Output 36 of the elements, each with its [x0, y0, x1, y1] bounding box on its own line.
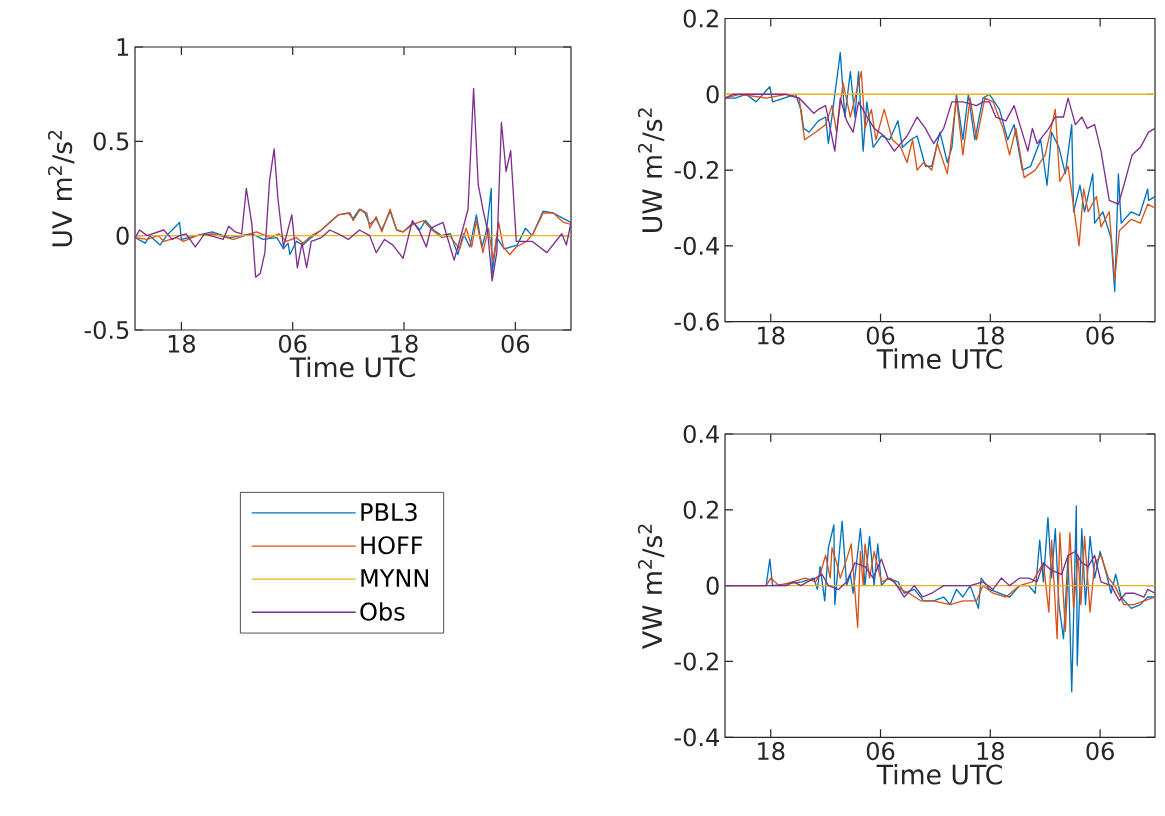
legend-label: Obs	[360, 602, 405, 621]
y-tick-label: 0.5	[93, 132, 129, 151]
x-axis-title: Time UTC	[876, 763, 1002, 785]
x-tick-label: 18	[168, 334, 196, 353]
legend-label: HOFF	[361, 536, 423, 555]
x-tick-label: 06	[501, 334, 530, 353]
x-tick-label: 06	[866, 326, 895, 345]
y-tick-label: 0.4	[683, 424, 719, 444]
y-tick-label: 0.2	[683, 9, 718, 28]
y-tick-label: 0	[706, 576, 719, 595]
x-tick-label: 06	[279, 334, 307, 353]
y-tick-label: -0.5	[84, 320, 129, 340]
y-tick-label: -0.2	[674, 652, 718, 671]
x-axis-title: Time UTC	[876, 348, 1002, 369]
x-tick-label: 06	[1086, 326, 1114, 345]
x-tick-label: 18	[391, 334, 418, 353]
y-tick-label: -0.6	[674, 312, 719, 331]
x-tick-label: 18	[758, 741, 785, 761]
x-axis-title: Time UTC	[289, 356, 415, 378]
x-tick-label: 18	[977, 741, 1004, 761]
x-tick-label: 06	[866, 741, 895, 761]
y-tick-label: -0.4	[674, 236, 719, 255]
y-tick-label: -0.4	[674, 728, 719, 747]
x-tick-label: 18	[758, 326, 785, 345]
y-tick-label: -0.2	[674, 161, 718, 180]
y-tick-label: 1	[117, 38, 129, 56]
x-tick-label: 18	[977, 326, 1004, 345]
y-tick-label: 0.2	[683, 500, 718, 519]
y-axis-title: UV m$^{2}$/s$^{2}$	[47, 130, 75, 247]
legend-label: MYNN	[361, 569, 428, 587]
y-axis-title: VW m$^{2}$/s$^{2}$	[637, 524, 665, 649]
x-tick-label: 06	[1086, 741, 1114, 761]
y-tick-label: 0	[706, 85, 719, 104]
legend-label: PBL3	[361, 503, 417, 522]
y-tick-label: 0	[116, 226, 129, 245]
y-axis-title: UW m$^{2}$/s$^{2}$	[637, 108, 665, 232]
